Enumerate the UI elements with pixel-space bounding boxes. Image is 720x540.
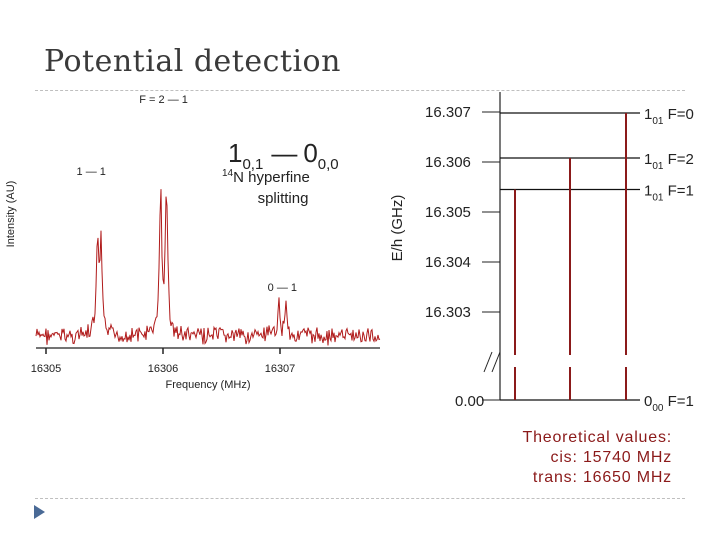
transition-lower-sub: 0,0 bbox=[318, 156, 339, 173]
spectrum-xlabel: Frequency (MHz) bbox=[166, 379, 251, 391]
title-divider bbox=[35, 90, 685, 91]
transition-upper: 1 bbox=[228, 138, 242, 168]
spectrum-x-tick-label: 16305 bbox=[31, 363, 62, 375]
footer-divider bbox=[35, 498, 685, 499]
hyperfine-note-line2: splitting bbox=[258, 190, 309, 207]
hyperfine-note-line1: 14N hyperfine bbox=[222, 168, 310, 186]
slide-bullet-icon bbox=[34, 505, 45, 519]
theoretical-values: Theoretical values: cis: 15740 MHz trans… bbox=[523, 428, 673, 488]
axis-break-gap bbox=[623, 355, 629, 367]
hyperfine-note-superscript: 14 bbox=[222, 168, 234, 179]
axis-break-mark bbox=[491, 351, 501, 373]
transition-dash: — bbox=[271, 138, 297, 168]
theoretical-header: Theoretical values: bbox=[522, 429, 672, 446]
energy-y-tick-label: 0.00 bbox=[455, 393, 484, 410]
energy-level-chart: E/h (GHz) 16.307 16.306 16.305 16.304 16.303… bbox=[389, 92, 694, 414]
energy-y-tick-label: 16.303 bbox=[425, 304, 471, 321]
spectrum-ylabel: Intensity (AU) bbox=[5, 181, 17, 248]
energy-level-label: 101 F=1 bbox=[644, 183, 694, 204]
spectrum-trace bbox=[35, 189, 381, 346]
peak-label: 1 — 1 bbox=[77, 166, 106, 178]
axis-break-mark bbox=[483, 351, 493, 373]
energy-y-tick-label: 16.307 bbox=[425, 104, 471, 121]
peak-label: F = 2 — 1 bbox=[139, 94, 188, 106]
energy-ylabel: E/h (GHz) bbox=[389, 195, 406, 262]
spectrum-x-tick-label: 16306 bbox=[148, 363, 179, 375]
theoretical-trans: trans: 16650 MHz bbox=[532, 469, 672, 486]
theoretical-cis: cis: 15740 MHz bbox=[550, 449, 672, 466]
energy-level-label: 101 F=0 bbox=[644, 106, 694, 127]
axis-break-gap bbox=[512, 355, 518, 367]
transition-label: 10,1 —00,0 bbox=[228, 138, 339, 173]
transition-upper-sub: 0,1 bbox=[242, 156, 263, 173]
spectrum-x-tick-label: 16307 bbox=[265, 363, 296, 375]
energy-y-tick-label: 16.304 bbox=[425, 254, 471, 271]
energy-level-label: 101 F=2 bbox=[644, 151, 694, 172]
energy-level-label: 000 F=1 bbox=[644, 393, 694, 414]
energy-y-tick-label: 16.306 bbox=[425, 154, 471, 171]
axis-break-gap bbox=[567, 355, 573, 367]
slide-title: Potential detection bbox=[44, 44, 341, 79]
transition-lower: 0 bbox=[303, 138, 317, 168]
spectrum-chart: Intensity (AU) 16305 16306 16307 1 — 1 F = … bbox=[5, 94, 381, 391]
energy-y-tick-label: 16.305 bbox=[425, 204, 471, 221]
hyperfine-note-text: N hyperfine bbox=[233, 169, 310, 186]
peak-label: 0 — 1 bbox=[268, 282, 297, 294]
